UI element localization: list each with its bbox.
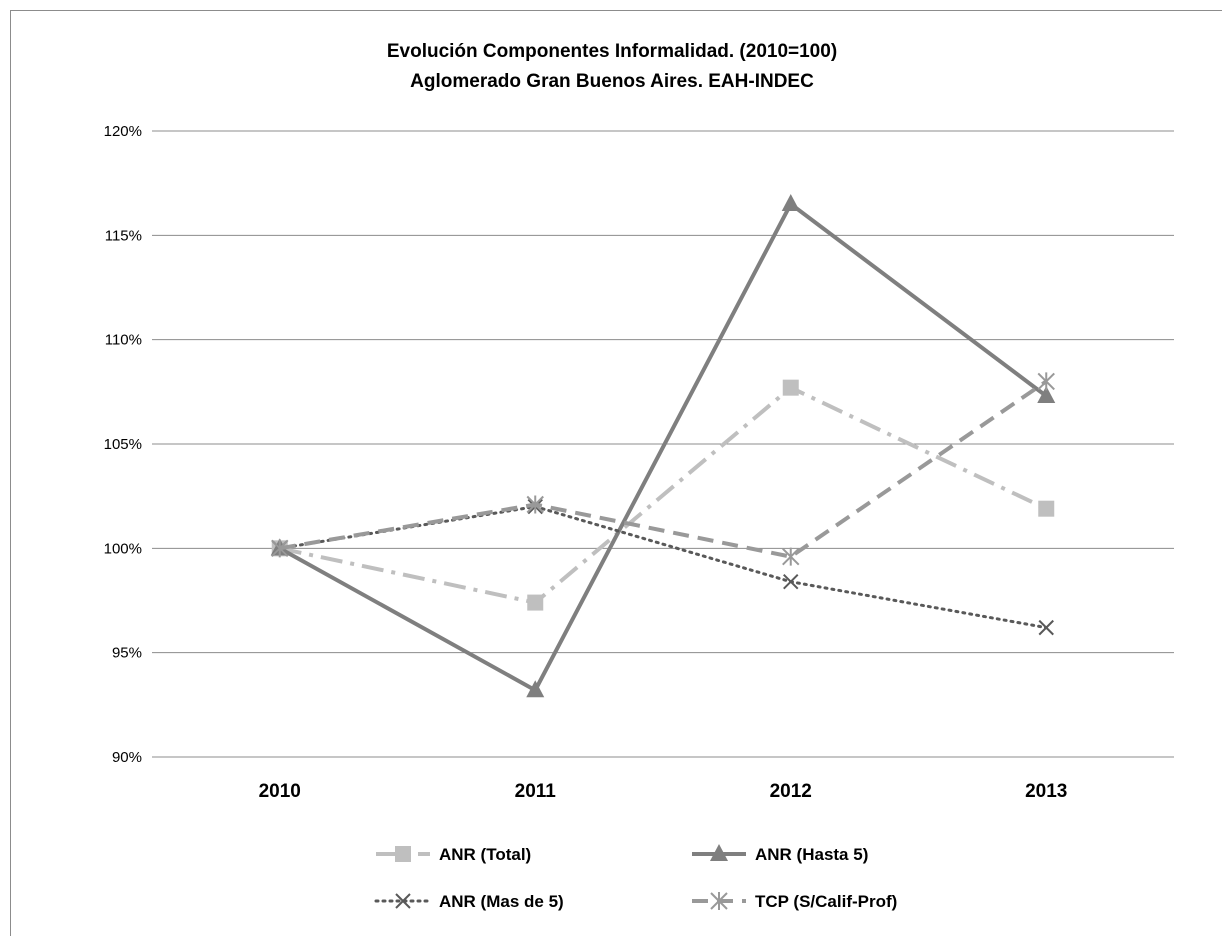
series-line xyxy=(278,201,1048,693)
x-axis-ticks: 2010 2011 2012 2013 xyxy=(259,781,1068,802)
data-point xyxy=(271,539,289,558)
series-line xyxy=(278,505,1048,630)
series-3 xyxy=(271,372,1055,566)
chart-title: Evolución Componentes Informalidad. (201… xyxy=(387,41,837,62)
legend-label: ANR (Mas de 5) xyxy=(439,892,564,911)
x-tick-label: 2013 xyxy=(1025,781,1067,802)
y-tick-label: 115% xyxy=(105,227,142,244)
legend: ANR (Total) ANR (Hasta 5) ANR (Mas de 5) TC… xyxy=(374,844,897,911)
y-tick-label: 100% xyxy=(104,540,142,557)
legend-marker xyxy=(395,846,411,862)
series-line xyxy=(279,379,1048,559)
data-point xyxy=(527,594,544,611)
data-point xyxy=(526,495,544,514)
data-point xyxy=(1037,386,1056,404)
series-1 xyxy=(270,194,1056,698)
legend-label: ANR (Total) xyxy=(439,845,531,864)
legend-marker xyxy=(395,893,411,909)
y-tick-label: 120% xyxy=(104,123,142,140)
data-point xyxy=(782,379,799,396)
series-2 xyxy=(272,498,1054,636)
data-point xyxy=(783,574,799,590)
y-axis-ticks: 90% 95% 100% 105% 110% 115% 120% xyxy=(104,123,142,766)
data-point xyxy=(1037,372,1055,391)
legend-item: ANR (Total) xyxy=(376,845,531,864)
series-lines xyxy=(270,194,1056,698)
x-tick-label: 2011 xyxy=(515,781,557,802)
legend-item: TCP (S/Calif-Prof) xyxy=(692,892,897,911)
legend-marker xyxy=(710,844,728,861)
chart-subtitle: Aglomerado Gran Buenos Aires. EAH-INDEC xyxy=(410,71,814,92)
legend-label: TCP (S/Calif-Prof) xyxy=(755,892,897,911)
y-tick-label: 95% xyxy=(112,645,142,662)
y-tick-label: 105% xyxy=(104,436,142,453)
legend-item: ANR (Hasta 5) xyxy=(692,844,868,864)
data-point xyxy=(782,547,800,566)
y-tick-label: 90% xyxy=(112,749,142,766)
x-tick-label: 2012 xyxy=(770,781,812,802)
chart-frame xyxy=(10,10,1222,936)
legend-label: ANR (Hasta 5) xyxy=(755,845,868,864)
y-tick-label: 110% xyxy=(105,332,142,349)
x-tick-label: 2010 xyxy=(259,781,301,802)
series-0 xyxy=(271,379,1055,611)
data-point xyxy=(1038,500,1055,517)
legend-marker xyxy=(710,892,728,910)
series-line xyxy=(279,385,1048,605)
data-point xyxy=(781,194,800,212)
legend-item: ANR (Mas de 5) xyxy=(374,892,564,911)
data-point xyxy=(526,680,545,698)
data-point xyxy=(1038,619,1054,636)
